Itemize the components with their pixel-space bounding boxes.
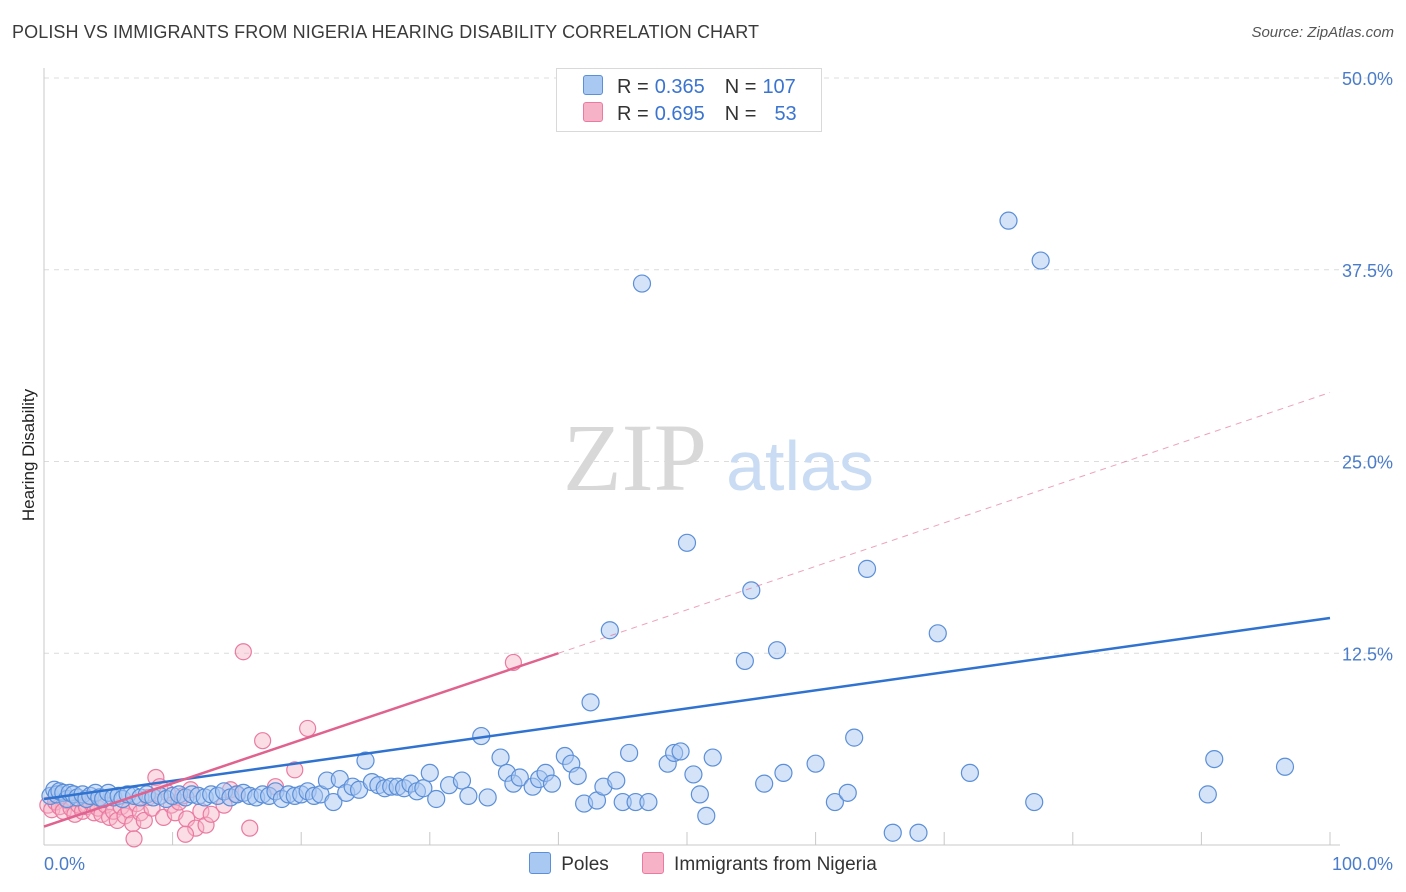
poles-point bbox=[324, 792, 343, 812]
nigeria-point bbox=[197, 816, 215, 834]
poles-point bbox=[857, 559, 877, 578]
legend-r-value-nigeria: 0.695 bbox=[654, 103, 705, 125]
poles-point bbox=[671, 742, 690, 761]
poles-point bbox=[542, 774, 562, 793]
poles-point bbox=[491, 748, 510, 767]
chart-title: POLISH VS IMMIGRANTS FROM NIGERIA HEARIN… bbox=[12, 22, 760, 42]
poles-point bbox=[1025, 792, 1044, 812]
poles-trend-line bbox=[43, 616, 1331, 801]
poles-point bbox=[960, 763, 980, 783]
legend-n-value-nigeria: 53 bbox=[774, 103, 797, 125]
poles-point bbox=[510, 768, 529, 787]
poles-point bbox=[742, 581, 761, 600]
poles-point bbox=[478, 788, 497, 807]
series-nigeria-points bbox=[39, 643, 522, 848]
poles-point bbox=[774, 763, 793, 783]
poles-point bbox=[999, 211, 1018, 230]
poles-point bbox=[697, 806, 716, 825]
nigeria-point bbox=[254, 732, 272, 750]
legend-swatch-nigeria bbox=[583, 102, 603, 122]
legend-n-label: N = bbox=[724, 103, 757, 125]
bottom-legend-label-nigeria: Immigrants from Nigeria bbox=[674, 854, 877, 875]
bottom-legend-label-poles: Poles bbox=[561, 854, 609, 875]
legend-r-label: R = bbox=[617, 76, 649, 98]
bottom-legend-poles: Poles bbox=[529, 852, 609, 876]
poles-point bbox=[414, 779, 433, 798]
poles-point bbox=[928, 624, 947, 643]
poles-point bbox=[806, 754, 825, 773]
nigeria-point bbox=[176, 825, 195, 843]
poles-point bbox=[420, 763, 439, 783]
nigeria-point bbox=[125, 830, 143, 848]
poles-point bbox=[1198, 785, 1217, 804]
poles-point bbox=[427, 789, 446, 809]
legend-r-value-poles: 0.365 bbox=[654, 76, 705, 98]
bottom-legend-swatch-nigeria bbox=[642, 852, 665, 874]
nigeria-point bbox=[202, 805, 220, 823]
poles-point bbox=[452, 771, 472, 790]
poles-point bbox=[1275, 757, 1295, 776]
trend-lines bbox=[43, 391, 1331, 828]
legend-row-poles: R = 0.365 N = 107 bbox=[583, 75, 796, 99]
legend-n-value-poles: 107 bbox=[762, 76, 796, 98]
x-tick-labels: 0.0% 100.0% bbox=[44, 854, 1393, 874]
nigeria-point bbox=[299, 719, 317, 738]
nigeria-trend-extension bbox=[558, 391, 1331, 654]
legend-row-nigeria: R = 0.695 N = 53 bbox=[583, 102, 797, 126]
series-poles-points bbox=[41, 211, 1295, 842]
poles-point bbox=[767, 641, 787, 660]
watermark: ZIP atlas bbox=[563, 404, 874, 511]
watermark-atlas: atlas bbox=[726, 427, 874, 505]
poles-point bbox=[690, 785, 709, 804]
chart-source: Source: ZipAtlas.com bbox=[1251, 24, 1394, 41]
poles-point bbox=[607, 771, 626, 790]
bottom-legend-nigeria: Immigrants from Nigeria bbox=[642, 852, 877, 876]
poles-point bbox=[600, 621, 619, 640]
poles-point bbox=[568, 766, 587, 786]
poles-point bbox=[825, 792, 844, 812]
nigeria-point bbox=[241, 819, 259, 837]
poles-point bbox=[581, 693, 600, 712]
poles-point bbox=[883, 823, 902, 842]
nigeria-point bbox=[187, 819, 205, 837]
nigeria-point bbox=[234, 643, 252, 661]
grid-lines bbox=[44, 77, 1393, 654]
y-tick-label: 37.5% bbox=[1342, 261, 1393, 281]
poles-point bbox=[639, 792, 658, 812]
bottom-legend-swatch-poles bbox=[529, 852, 552, 874]
legend-swatch-poles bbox=[583, 75, 603, 95]
poles-point bbox=[735, 651, 754, 671]
legend-n-label: N = bbox=[724, 76, 757, 98]
poles-point bbox=[1031, 251, 1050, 270]
legend: R = 0.365 N = 107 R = 0.695 N = 53 bbox=[556, 68, 822, 132]
poles-point bbox=[677, 533, 697, 552]
nigeria-point bbox=[286, 761, 304, 779]
poles-point bbox=[459, 786, 478, 806]
poles-point bbox=[755, 774, 774, 793]
poles-point bbox=[620, 743, 639, 763]
nigeria-trend-line bbox=[43, 652, 559, 828]
poles-point bbox=[838, 783, 857, 802]
poles-point bbox=[845, 728, 864, 747]
poles-point bbox=[356, 751, 375, 770]
x-tick-label-min: 0.0% bbox=[44, 854, 85, 874]
poles-point bbox=[632, 274, 652, 293]
y-tick-label: 12.5% bbox=[1342, 644, 1393, 664]
y-tick-labels: 12.5% 25.0% 37.5% 50.0% bbox=[1342, 69, 1393, 664]
poles-point bbox=[703, 748, 722, 767]
nigeria-point bbox=[135, 811, 153, 830]
axes bbox=[43, 68, 1340, 846]
y-axis-label: Hearing Disability bbox=[19, 388, 38, 521]
poles-point bbox=[684, 765, 703, 784]
legend-r-label: R = bbox=[617, 103, 649, 125]
y-tick-label: 25.0% bbox=[1342, 453, 1393, 473]
watermark-zip: ZIP bbox=[563, 404, 707, 511]
poles-point bbox=[1205, 749, 1224, 769]
bottom-legend: Poles Immigrants from Nigeria bbox=[0, 852, 1406, 876]
poles-point bbox=[909, 823, 928, 842]
y-tick-label: 50.0% bbox=[1342, 69, 1393, 89]
x-tick-label-max: 100.0% bbox=[1332, 854, 1393, 874]
